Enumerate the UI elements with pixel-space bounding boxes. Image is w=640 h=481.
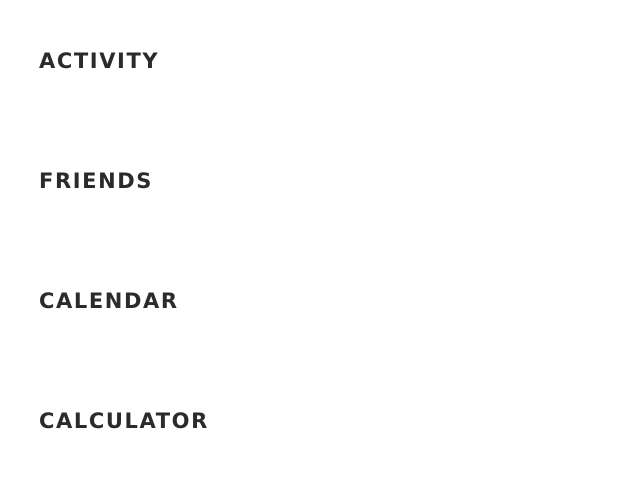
menu-item-friends[interactable]: FRIENDS — [39, 169, 154, 193]
menu-item-calculator[interactable]: CALCULATOR — [39, 409, 209, 433]
menu-item-activity[interactable]: ACTIVITY — [39, 49, 160, 73]
menu-item-calendar[interactable]: CALENDAR — [39, 289, 179, 313]
